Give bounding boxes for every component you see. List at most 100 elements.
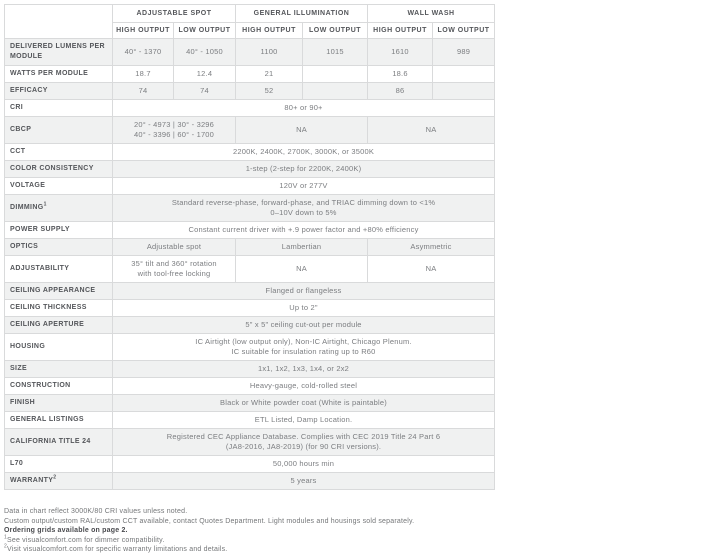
spec-row-color-consistency: COLOR CONSISTENCY 1-step (2-step for 2200… — [4, 160, 496, 178]
spec-value-cell — [302, 65, 369, 83]
spec-value-cell: Asymmetric — [367, 238, 496, 256]
output-header-low-output: LOW OUTPUT — [432, 22, 496, 39]
spec-value-cell: Flanged or flangeless — [111, 282, 496, 300]
group-header-adjustable-spot: ADJUSTABLE SPOT — [111, 4, 237, 23]
spec-row-size: SIZE 1x1, 1x2, 1x3, 1x4, or 2x2 — [4, 360, 496, 378]
spec-row-optics: OPTICS Adjustable spot Lambertian Asymmetri… — [4, 238, 496, 256]
row-label: ADJUSTABILITY — [4, 255, 113, 283]
spec-value-cell: 1x1, 1x2, 1x3, 1x4, or 2x2 — [111, 360, 496, 378]
spec-row-housing: HOUSING IC Airtight (low output only), No… — [4, 333, 496, 361]
spec-value-cell: 86 — [367, 82, 434, 100]
spec-value-cell — [432, 65, 496, 83]
spec-value-cell: ETL Listed, Damp Location. — [111, 411, 496, 429]
spec-row-l70: L70 50,000 hours min — [4, 455, 496, 473]
spec-value-cell: 18.7 — [112, 65, 174, 83]
output-header-low-output: LOW OUTPUT — [172, 22, 237, 39]
spec-value-cell: 989 — [432, 38, 496, 66]
spec-value-cell: 1-step (2-step for 2200K, 2400K) — [111, 160, 496, 178]
footnote-line: Custom output/custom RAL/custom CCT avai… — [4, 517, 415, 525]
row-label: FINISH — [4, 394, 113, 412]
row-label: CEILING APERTURE — [4, 316, 113, 334]
spec-value-cell — [302, 82, 369, 100]
spec-row-ceiling-aperture: CEILING APERTURE 5" x 5" ceiling cut-out … — [4, 316, 496, 334]
spec-value-cell: 20° - 4973 | 30° - 3296 40° - 3396 | 60° … — [111, 116, 237, 144]
row-label: CALIFORNIA TITLE 24 — [4, 428, 113, 456]
spec-value-cell: Heavy-gauge, cold-rolled steel — [111, 377, 496, 395]
spec-value-cell: 74 — [112, 82, 174, 100]
spec-row-voltage: VOLTAGE 120V or 277V — [4, 177, 496, 195]
footnote-line: Data in chart reflect 3000K/80 CRI value… — [4, 508, 188, 515]
spec-row-dimming: DIMMING1 Standard reverse-phase, forward-… — [4, 194, 496, 222]
row-label: EFFICACY — [4, 82, 113, 100]
output-header-high-output: HIGH OUTPUT — [367, 22, 434, 39]
spec-row-construction: CONSTRUCTION Heavy-gauge, cold-rolled ste… — [4, 377, 496, 395]
row-label: DELIVERED LUMENS PER MODULE — [4, 38, 113, 66]
spec-value-cell: 74 — [172, 82, 237, 100]
spec-value-cell: Adjustable spot — [111, 238, 237, 256]
spec-value-cell: 80+ or 90+ — [111, 99, 496, 117]
spec-value-cell: 50,000 hours min — [111, 455, 496, 473]
spec-row-warranty: WARRANTY2 5 years — [4, 472, 496, 490]
spec-value-cell: 120V or 277V — [111, 177, 496, 195]
spec-row-power-supply: POWER SUPPLY Constant current driver with… — [4, 221, 496, 239]
group-header-general-illumination: GENERAL ILLUMINATION — [235, 4, 369, 23]
row-label: CEILING THICKNESS — [4, 299, 113, 317]
footnote-line: 2Visit visualcomfort.com for specific wa… — [4, 543, 228, 553]
spec-row-cct: CCT 2200K, 2400K, 2700K, 3000K, or 3500K — [4, 143, 496, 161]
row-label: POWER SUPPLY — [4, 221, 113, 239]
spec-value-cell: 2200K, 2400K, 2700K, 3000K, or 3500K — [111, 143, 496, 161]
spec-row-ceiling-thickness: CEILING THICKNESS Up to 2" — [4, 299, 496, 317]
spec-row-general-listings: GENERAL LISTINGS ETL Listed, Damp Locatio… — [4, 411, 496, 429]
spec-row-watts-per-module: WATTS PER MODULE 18.7 12.4 21 18.6 — [4, 65, 496, 83]
row-label: HOUSING — [4, 333, 113, 361]
spec-value-cell: 12.4 — [172, 65, 237, 83]
group-header-wall-wash: WALL WASH — [367, 4, 496, 23]
spec-value-cell: NA — [235, 255, 369, 283]
spec-value-cell: 1100 — [235, 38, 304, 66]
spec-value-cell: 21 — [235, 65, 304, 83]
spec-value-cell: 1610 — [367, 38, 434, 66]
row-label: DIMMING1 — [4, 194, 113, 222]
footnote-line: Ordering grids available on page 2. — [4, 527, 128, 534]
spec-value-cell: Registered CEC Appliance Database. Compl… — [111, 428, 496, 456]
spec-value-cell: 1015 — [302, 38, 369, 66]
output-header-low-output: LOW OUTPUT — [302, 22, 369, 39]
spec-row-ceiling-appearance: CEILING APPEARANCE Flanged or flangeless — [4, 282, 496, 300]
spec-value-cell: IC Airtight (low output only), Non-IC Ai… — [111, 333, 496, 361]
spec-value-cell: Up to 2" — [111, 299, 496, 317]
row-label: CCT — [4, 143, 113, 161]
output-header-high-output: HIGH OUTPUT — [235, 22, 304, 39]
spec-value-cell: 5" x 5" ceiling cut-out per module — [111, 316, 496, 334]
spec-row-california-title-24: CALIFORNIA TITLE 24 Registered CEC Applia… — [4, 428, 496, 456]
row-label: VOLTAGE — [4, 177, 113, 195]
spec-value-cell: NA — [367, 255, 496, 283]
row-label: CBCP — [4, 116, 113, 144]
row-label: WATTS PER MODULE — [4, 65, 113, 83]
spec-value-cell: 35° tilt and 360° rotation with tool-free… — [111, 255, 237, 283]
spec-row-efficacy: EFFICACY 74 74 52 86 — [4, 82, 496, 100]
spec-row-adjustability: ADJUSTABILITY 35° tilt and 360° rotation w… — [4, 255, 496, 283]
spec-table-header: ADJUSTABLE SPOT GENERAL ILLUMINATION WALL … — [4, 4, 496, 39]
spec-row-delivered-lumens-per-module: DELIVERED LUMENS PER MODULE 40° - 1370 40°… — [4, 38, 496, 66]
spec-value-cell: NA — [235, 116, 369, 144]
table-corner-cell — [4, 4, 113, 39]
row-label: GENERAL LISTINGS — [4, 411, 113, 429]
row-label: SIZE — [4, 360, 113, 378]
spec-value-cell: 40° - 1370 — [112, 38, 174, 66]
row-label: CRI — [4, 99, 113, 117]
footnote-line: 1See visualcomfort.com for dimmer compat… — [4, 534, 165, 544]
spec-value-cell: Black or White powder coat (White is pai… — [111, 394, 496, 412]
spec-value-cell: 18.6 — [367, 65, 434, 83]
spec-row-cbcp: CBCP 20° - 4973 | 30° - 3296 40° - 3396 | … — [4, 116, 496, 144]
spec-value-cell: Standard reverse-phase, forward-phase, a… — [111, 194, 496, 222]
spec-value-cell: Constant current driver with +.9 power f… — [111, 221, 496, 239]
spec-value-cell — [432, 82, 496, 100]
output-header-high-output: HIGH OUTPUT — [112, 22, 174, 39]
row-label: WARRANTY2 — [4, 472, 113, 490]
spec-value-cell: NA — [367, 116, 496, 144]
spec-value-cell: Lambertian — [235, 238, 369, 256]
spec-table-body: DELIVERED LUMENS PER MODULE 40° - 1370 40°… — [4, 38, 496, 490]
row-label: CEILING APPEARANCE — [4, 282, 113, 300]
row-label: OPTICS — [4, 238, 113, 256]
